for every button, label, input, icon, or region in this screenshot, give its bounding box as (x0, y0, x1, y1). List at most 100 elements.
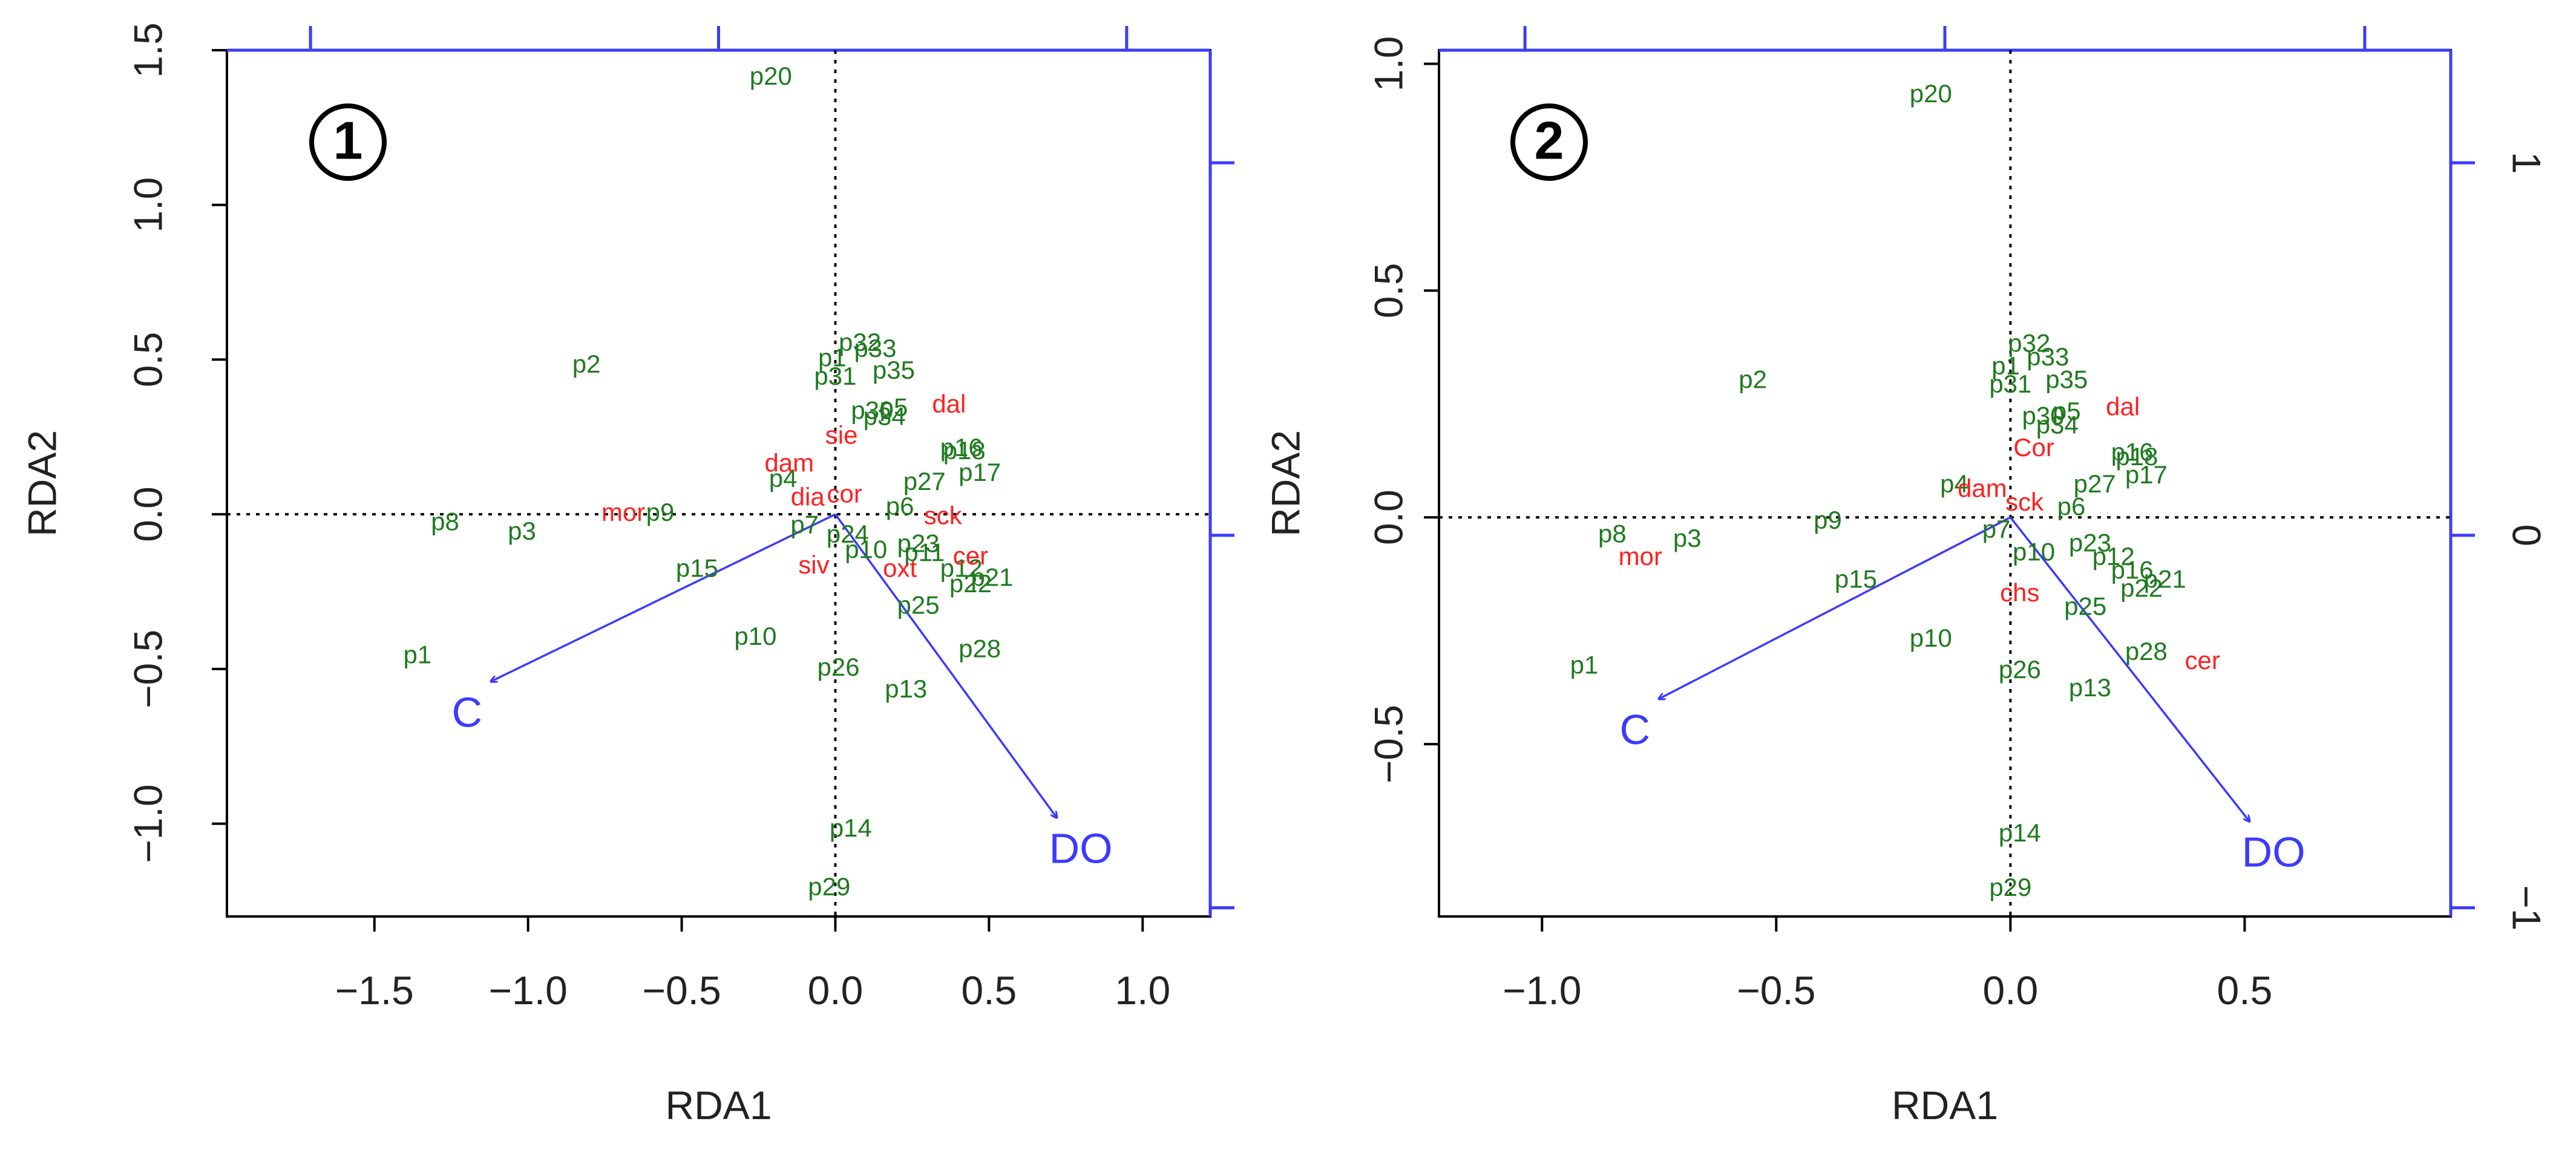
y-tick-label: 0.0 (1366, 489, 1411, 545)
x-tick-label: −0.5 (1737, 968, 1815, 1013)
site-point: p24 (827, 520, 869, 548)
site-point: p3 (508, 517, 536, 545)
site-point: p8 (1598, 519, 1627, 547)
species-point: chs (2000, 578, 2039, 607)
site-point: p14 (830, 814, 872, 842)
species-point: cer (953, 541, 988, 570)
panel-badge-circle (1510, 103, 1588, 181)
site-point: p11 (904, 538, 945, 567)
site-point: p31 (1989, 370, 2031, 398)
site-point: p5 (2053, 397, 2081, 425)
site-point: p16 (2111, 437, 2154, 466)
site-point: p20 (1910, 79, 1952, 108)
y-tick-label: 0.0 (125, 486, 170, 542)
site-point: p22 (2120, 573, 2163, 602)
site-point: p25 (897, 591, 940, 619)
panel-badge-number: 2 (1535, 110, 1564, 170)
panel-badge-number: 1 (333, 110, 363, 170)
site-point: p12 (940, 554, 983, 582)
species-point: dam (1958, 474, 2007, 502)
site-point: p3 (1673, 524, 1702, 552)
site-point: p10 (1910, 624, 1952, 652)
vector-arrow-do (834, 514, 1057, 817)
species-point: sck (924, 501, 963, 529)
species-point: Cor (2013, 433, 2054, 462)
site-point: p4 (1940, 469, 1968, 498)
species-point: mor (601, 498, 645, 526)
site-point: p26 (818, 653, 860, 681)
site-point: p21 (971, 563, 1013, 592)
y-tick-label: 0.5 (1366, 263, 1411, 318)
site-point: p13 (2069, 673, 2111, 702)
site-point: p23 (897, 529, 940, 557)
site-point: p14 (1999, 818, 2041, 847)
site-point: p2 (572, 350, 601, 378)
site-point: p6 (2057, 492, 2086, 520)
site-point: p23 (2069, 528, 2111, 557)
vector-label-do: DO (1049, 825, 1113, 872)
site-point: p17 (2125, 460, 2168, 489)
site-point: p31 (814, 362, 856, 390)
site-point: p13 (885, 674, 927, 703)
site-point: p12 (2093, 542, 2135, 570)
x-tick-label: −1.5 (335, 968, 414, 1013)
site-point: p22 (949, 569, 992, 598)
vector-arrow-do (2009, 517, 2249, 821)
site-point: p32 (839, 328, 881, 356)
site-point: p35 (873, 356, 915, 384)
site-point: p27 (2074, 469, 2116, 498)
site-point: p1 (818, 344, 847, 372)
y-axis-title: RDA2 (1263, 430, 1308, 537)
site-point: p33 (854, 334, 896, 362)
x-tick-label: 0.0 (808, 968, 864, 1013)
species-point: sie (825, 420, 858, 449)
x-axis-title: RDA1 (1892, 1083, 1998, 1128)
site-point: p30 (851, 396, 893, 424)
panel-badge-circle (309, 103, 387, 181)
site-point: p15 (676, 554, 718, 582)
species-point: siv (798, 550, 829, 579)
x-tick-label: −0.5 (642, 968, 721, 1013)
rda-panel-1: −1.5 −1.0 −0.5 0.0 0.5 1.0 −1.0 −0.5 0.0 0.5 1.0 1.… (19, 22, 1234, 1128)
site-point: p8 (431, 508, 459, 536)
site-point: p21 (2144, 564, 2186, 593)
species-point: dal (2106, 392, 2140, 420)
site-point: p27 (903, 467, 946, 495)
site-point: p20 (750, 62, 792, 90)
vector-arrow-c (491, 513, 836, 681)
site-point: p9 (1814, 506, 1842, 534)
site-point: p10 (2013, 537, 2055, 566)
site-point: p30 (2022, 401, 2065, 430)
site-point: p32 (2008, 328, 2050, 357)
site-point: p4 (769, 464, 798, 492)
site-point: p18 (2116, 442, 2158, 471)
x-axis-title: RDA1 (665, 1083, 772, 1128)
site-point: p1 (403, 640, 431, 668)
x-tick-label: 0.0 (1982, 968, 2038, 1013)
vector-arrow-c (1659, 516, 2011, 699)
y-tick-label: −1.0 (125, 784, 170, 863)
species-point: cor (827, 480, 862, 508)
site-point: p35 (2045, 365, 2088, 393)
y-tick-label: −0.5 (1366, 705, 1411, 783)
site-point: p33 (2027, 342, 2069, 371)
plot-frame (226, 49, 1211, 918)
species-point: dal (932, 390, 966, 418)
species-point: cer (2185, 646, 2220, 674)
y-tick-label: 1.0 (1366, 36, 1411, 92)
species-point: dam (764, 448, 814, 477)
site-point: p1 (1991, 351, 2020, 380)
site-point: p7 (1982, 515, 2011, 543)
right-axis-tick-label: 0 (2505, 524, 2549, 547)
right-axis-tick-label: 1 (2505, 152, 2549, 174)
site-point: p6 (886, 492, 914, 520)
y-tick-label: 0.5 (125, 332, 170, 388)
right-axis-tick-label: −1 (2505, 885, 2549, 930)
x-tick-label: −1.0 (1503, 968, 1581, 1013)
vector-label-do: DO (2242, 829, 2306, 876)
site-point: p18 (943, 436, 986, 465)
site-point: p10 (734, 622, 776, 650)
site-point: p34 (864, 402, 906, 431)
y-tick-label: 1.0 (125, 177, 170, 233)
site-point: p5 (880, 393, 908, 421)
